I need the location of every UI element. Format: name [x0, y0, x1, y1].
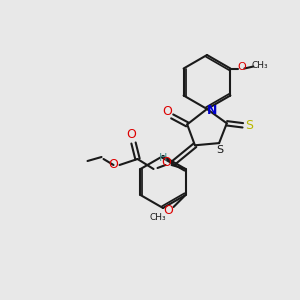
Text: O: O — [162, 105, 172, 118]
Text: O: O — [127, 128, 136, 142]
Text: O: O — [162, 157, 172, 169]
Text: O: O — [164, 203, 173, 217]
Text: O: O — [237, 62, 246, 73]
Text: N: N — [207, 103, 217, 116]
Text: CH₃: CH₃ — [251, 61, 268, 70]
Text: O: O — [109, 158, 118, 170]
Text: H: H — [159, 153, 167, 163]
Text: CH₃: CH₃ — [149, 212, 166, 221]
Text: S: S — [217, 145, 224, 155]
Text: S: S — [245, 119, 253, 132]
